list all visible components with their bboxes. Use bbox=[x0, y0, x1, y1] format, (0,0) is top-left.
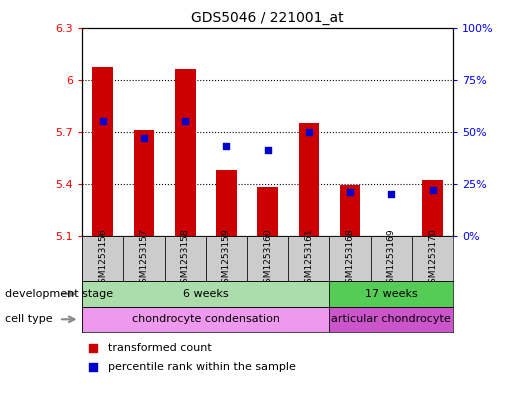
Bar bbox=[82, 236, 123, 281]
Bar bbox=[247, 236, 288, 281]
Text: GSM1253156: GSM1253156 bbox=[98, 228, 107, 289]
Text: GSM1253161: GSM1253161 bbox=[304, 228, 313, 289]
Text: 17 weeks: 17 weeks bbox=[365, 289, 418, 299]
Text: GSM1253169: GSM1253169 bbox=[387, 228, 396, 289]
Text: chondrocyte condensation: chondrocyte condensation bbox=[132, 314, 280, 324]
Bar bbox=[123, 236, 165, 281]
Point bbox=[305, 129, 313, 135]
Point bbox=[428, 187, 437, 193]
Bar bbox=[82, 307, 330, 332]
Point bbox=[89, 364, 98, 370]
Text: percentile rank within the sample: percentile rank within the sample bbox=[108, 362, 296, 372]
Text: GSM1253157: GSM1253157 bbox=[139, 228, 148, 289]
Title: GDS5046 / 221001_at: GDS5046 / 221001_at bbox=[191, 11, 344, 25]
Text: cell type: cell type bbox=[5, 314, 53, 324]
Point bbox=[346, 189, 355, 195]
Text: development stage: development stage bbox=[5, 289, 113, 299]
Point bbox=[222, 143, 231, 149]
Bar bbox=[216, 170, 237, 236]
Bar bbox=[298, 123, 319, 236]
Bar bbox=[412, 236, 453, 281]
Bar bbox=[134, 130, 154, 236]
Bar bbox=[165, 236, 206, 281]
Point bbox=[263, 147, 272, 154]
Text: GSM1253159: GSM1253159 bbox=[222, 228, 231, 289]
Bar bbox=[422, 180, 443, 236]
Bar bbox=[206, 236, 247, 281]
Point bbox=[89, 345, 98, 351]
Bar bbox=[175, 69, 196, 236]
Text: articular chondrocyte: articular chondrocyte bbox=[331, 314, 451, 324]
Bar bbox=[330, 236, 370, 281]
Text: GSM1253170: GSM1253170 bbox=[428, 228, 437, 289]
Point bbox=[140, 135, 148, 141]
Bar bbox=[340, 185, 360, 236]
Text: GSM1253168: GSM1253168 bbox=[346, 228, 355, 289]
Bar bbox=[82, 281, 330, 307]
Bar bbox=[370, 236, 412, 281]
Bar bbox=[330, 281, 453, 307]
Point bbox=[387, 191, 395, 197]
Text: GSM1253160: GSM1253160 bbox=[263, 228, 272, 289]
Text: GSM1253158: GSM1253158 bbox=[181, 228, 190, 289]
Text: transformed count: transformed count bbox=[108, 343, 212, 353]
Bar bbox=[288, 236, 330, 281]
Bar bbox=[258, 187, 278, 236]
Bar bbox=[330, 307, 453, 332]
Point bbox=[181, 118, 189, 124]
Text: 6 weeks: 6 weeks bbox=[183, 289, 228, 299]
Point bbox=[99, 118, 107, 124]
Bar bbox=[92, 68, 113, 236]
